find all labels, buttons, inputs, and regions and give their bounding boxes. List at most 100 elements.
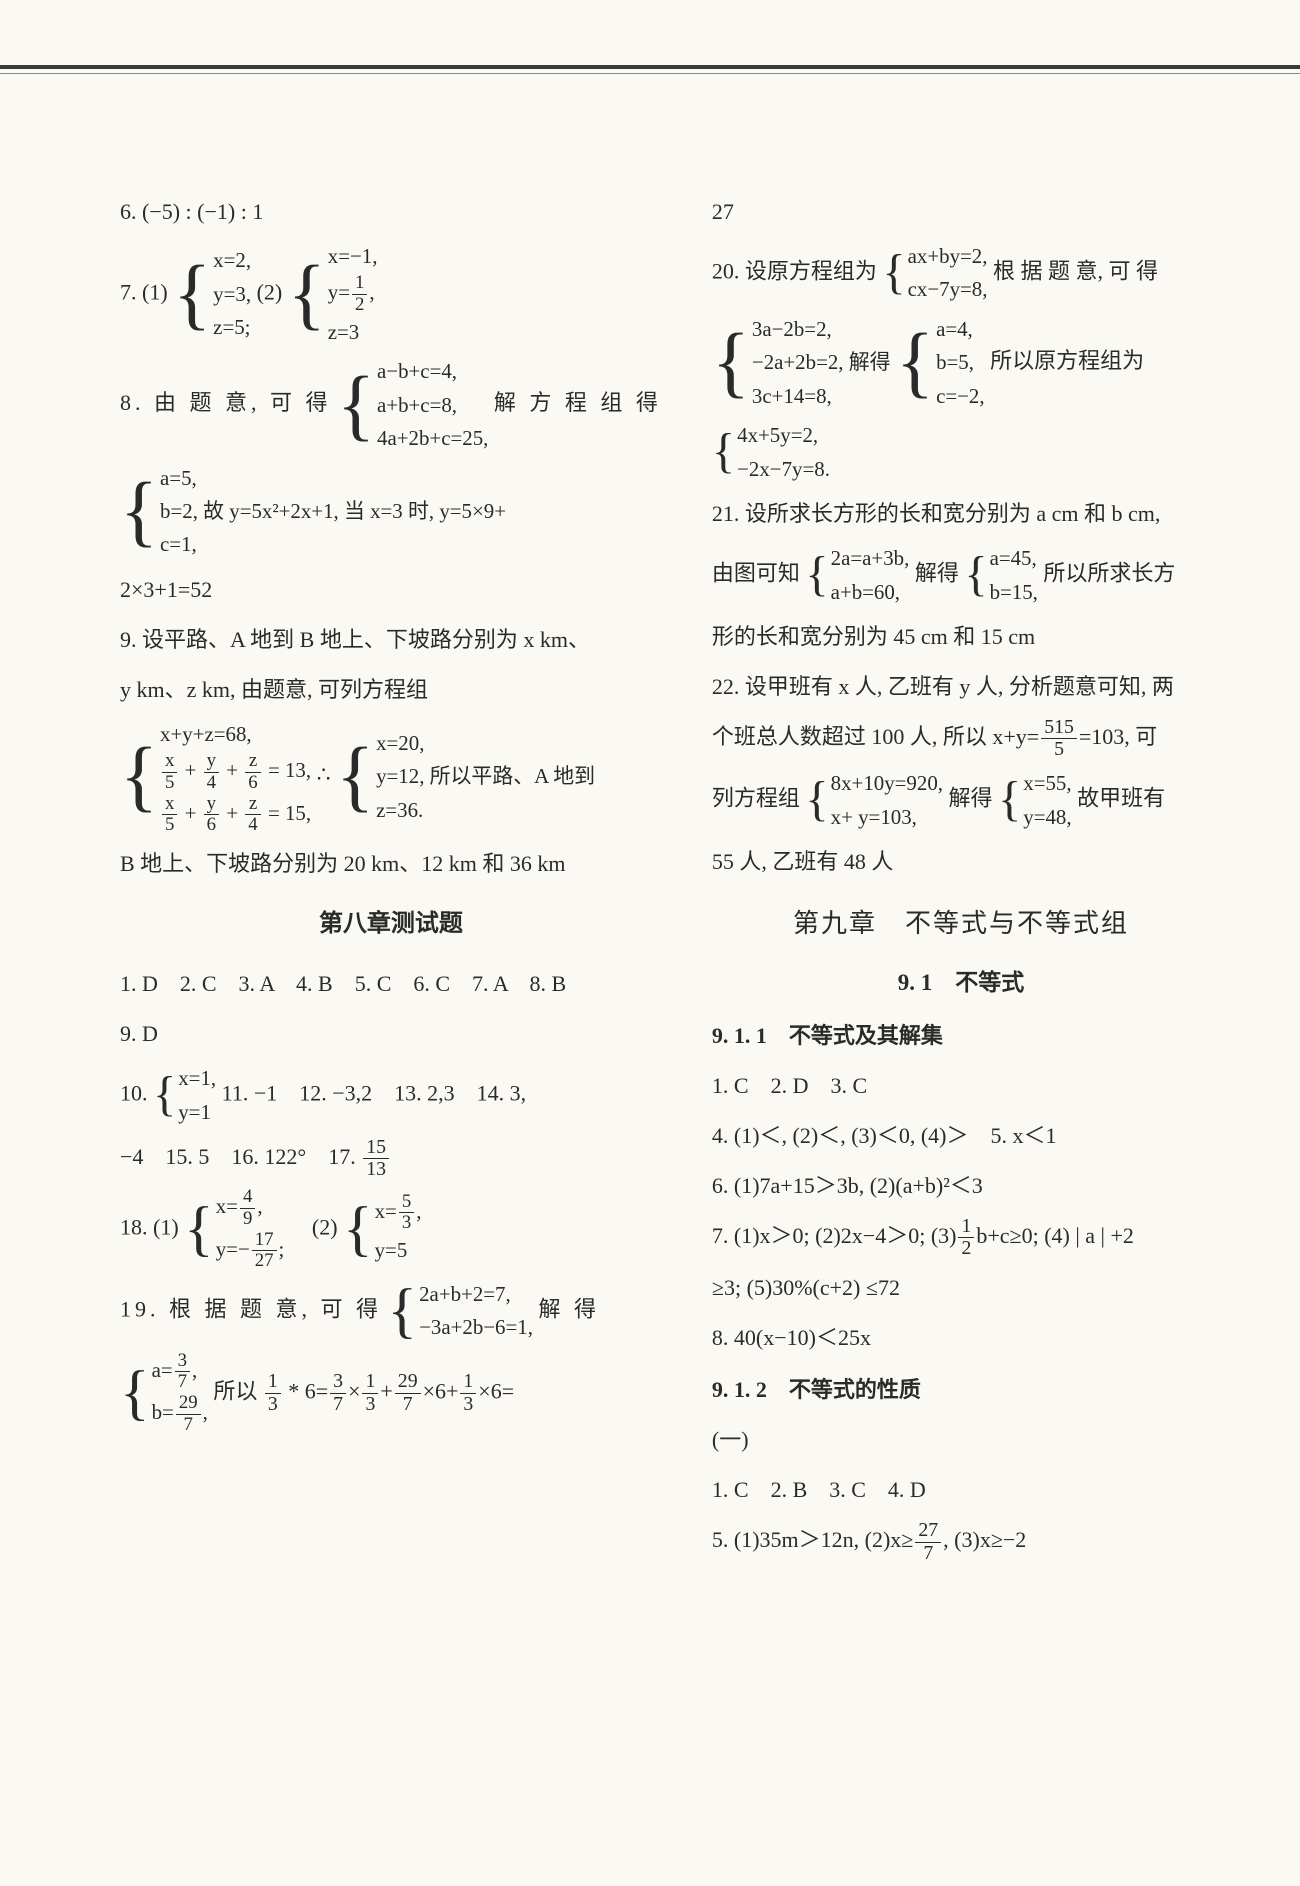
numerator: 29 (395, 1371, 421, 1394)
brace-group: { x+y+z=68, x5 + y4 + z6 = 13, x5 + y6 +… (120, 718, 311, 836)
brace-content: a=5, b=2, 故 y=5x²+2x+1, 当 x=3 时, y=5×9+ … (160, 462, 506, 562)
right-column: 27 20. 设原方程组为 { ax+by=2, cx−7y=8, 根 据 题 … (712, 190, 1210, 1570)
denominator: 27 (252, 1251, 277, 1272)
numerator: y (204, 794, 219, 816)
numerator: x (162, 794, 177, 816)
answer-22b: 个班总人数超过 100 人, 所以 x+y=5155=103, 可 (712, 715, 1210, 761)
brace-content: a=4, b=5, c=−2, (936, 313, 985, 413)
brace-group: { x=49, y=−1727; (184, 1187, 284, 1272)
text: + (380, 1378, 392, 1403)
test-answers-1-8: 1. D 2. C 3. A 4. B 5. C 6. C 7. A 8. B (120, 962, 662, 1006)
brace-group: { 2a+b+2=7, −3a+2b−6=1, (388, 1278, 533, 1345)
eq: 3a−2b=2, (752, 313, 891, 346)
eq: a=45, (990, 542, 1038, 575)
brace-group: { a=5, b=2, 故 y=5x²+2x+1, 当 x=3 时, y=5×9… (120, 462, 506, 562)
eq: a+b=60, (831, 576, 910, 609)
brace-content: x+y+z=68, x5 + y4 + z6 = 13, x5 + y6 + z… (160, 718, 311, 836)
fraction: z4 (245, 794, 260, 836)
left-brace-icon: { (896, 331, 934, 394)
denominator: 2 (352, 295, 367, 316)
text: 7. (1)x＞0; (2)2x−4＞0; (3) (712, 1223, 957, 1248)
eq: x=20, (376, 727, 595, 760)
answer-9-c: B 地上、下坡路分别为 20 km、12 km 和 36 km (120, 842, 662, 886)
brace-content: x=2, y=3, z=5; (213, 244, 251, 344)
s911-answer-7c: ≥3; (5)30%(c+2) ≤72 (712, 1266, 1210, 1310)
text: 11. −1 12. −3,2 13. 2,3 14. 3, (222, 1081, 527, 1106)
left-brace-icon: { (998, 781, 1021, 820)
left-brace-icon: { (288, 263, 326, 326)
eq: y=−1727; (216, 1230, 285, 1272)
fraction: 37 (175, 1351, 190, 1393)
brace-content: 3a−2b=2, −2a+2b=2, 解得 3c+14=8, (752, 313, 891, 413)
denominator: 7 (915, 1543, 941, 1565)
left-brace-icon: { (343, 1205, 373, 1254)
left-brace-icon: { (805, 781, 828, 820)
denominator: 5 (162, 773, 177, 794)
answer-21d: 形的长和宽分别为 45 cm 和 15 cm (712, 615, 1210, 659)
left-brace-icon: { (964, 556, 987, 595)
text: 7. (1) (120, 280, 168, 305)
numerator: z (245, 751, 260, 773)
text: −4 15. 5 16. 122° 17. (120, 1144, 356, 1169)
brace-group: { 3a−2b=2, −2a+2b=2, 解得 3c+14=8, (712, 313, 891, 413)
text: 19. 根 据 题 意, 可 得 (120, 1296, 382, 1321)
brace-group: { x=53, y=5 (343, 1192, 421, 1268)
numerator: 4 (240, 1187, 255, 1209)
text: 解 方 程 组 得 (494, 390, 662, 415)
text: ×6+ (423, 1378, 459, 1403)
numerator: 15 (363, 1137, 389, 1160)
denominator: 13 (363, 1159, 389, 1181)
eq: b=297, (152, 1393, 208, 1435)
fraction: 12 (352, 273, 367, 315)
denominator: 5 (162, 815, 177, 836)
brace-content: a=45, b=15, (990, 542, 1038, 609)
test-answer-19b: { a=37, b=297, 所以 13 * 6=37×13+297×6+13×… (120, 1351, 662, 1436)
answer-6: 6. (−5) : (−1) : 1 (120, 190, 662, 234)
answer-20b: { 3a−2b=2, −2a+2b=2, 解得 3c+14=8, { a=4, … (712, 313, 1210, 413)
answer-20d: { 4x+5y=2, −2x−7y=8. (712, 419, 1210, 486)
fraction: z6 (245, 751, 260, 793)
numerator: 1 (352, 273, 367, 295)
numerator: 5 (399, 1192, 414, 1214)
answer-22c: 列方程组 { 8x+10y=920, x+ y=103, 解得 { x=55, … (712, 767, 1210, 834)
numerator: y (204, 751, 219, 773)
brace-group: { a=4, b=5, c=−2, (896, 313, 985, 413)
text: 解得 (915, 561, 959, 586)
test-answer-10-14: 10. { x=1, y=1 11. −1 12. −3,2 13. 2,3 1… (120, 1062, 662, 1129)
brace-group: { a=37, b=297, (120, 1351, 208, 1436)
brace-group: { x=20, y=12, 所以平路、A 地到 z=36. (336, 727, 595, 827)
left-brace-icon: { (184, 1205, 214, 1254)
brace-content: 2a=a+3b, a+b=60, (831, 542, 910, 609)
brace-group: { ax+by=2, cx−7y=8, (882, 240, 987, 307)
eq: z=5; (213, 311, 251, 344)
denominator: 7 (330, 1394, 346, 1416)
brace-group: { 4x+5y=2, −2x−7y=8. (712, 419, 830, 486)
left-brace-icon: { (712, 433, 735, 472)
eq: x=−1, (328, 240, 378, 273)
left-brace-icon: { (336, 745, 374, 808)
brace-group: { 2a=a+3b, a+b=60, (805, 542, 909, 609)
numerator: 17 (252, 1230, 277, 1252)
answer-20: 20. 设原方程组为 { ax+by=2, cx−7y=8, 根 据 题 意, … (712, 240, 1210, 307)
left-brace-icon: { (153, 1076, 176, 1115)
text: 列方程组 (712, 786, 800, 811)
s912-answer-1-4: 1. C 2. B 3. C 4. D (712, 1468, 1210, 1512)
fraction: 277 (915, 1520, 941, 1565)
left-brace-icon: { (120, 480, 158, 543)
text: 所以所求长方 (1043, 561, 1175, 586)
answer-22e: 55 人, 乙班有 48 人 (712, 840, 1210, 884)
text: , (3)x≥−2 (943, 1527, 1026, 1552)
s911-answer-4-5: 4. (1)＜, (2)＜, (3)＜0, (4)＞ 5. x＜1 (712, 1114, 1210, 1158)
text: * 6= (283, 1378, 328, 1403)
text: =103, 可 (1079, 724, 1157, 749)
eq: a=4, (936, 313, 985, 346)
answer-21b: 由图可知 { 2a=a+3b, a+b=60, 解得 { a=45, b=15, (712, 542, 1210, 609)
eq: 4a+2b+c=25, (377, 422, 488, 455)
test-answer-15-17: −4 15. 5 16. 122° 17. 1513 (120, 1135, 662, 1181)
text: (2) (257, 280, 283, 305)
fraction: y6 (204, 794, 219, 836)
eq: x=55, (1023, 767, 1071, 800)
denominator: 5 (1041, 739, 1077, 761)
numerator: 1 (265, 1371, 281, 1394)
section-9-1-2-title: 9. 1. 2 不等式的性质 (712, 1368, 1210, 1412)
